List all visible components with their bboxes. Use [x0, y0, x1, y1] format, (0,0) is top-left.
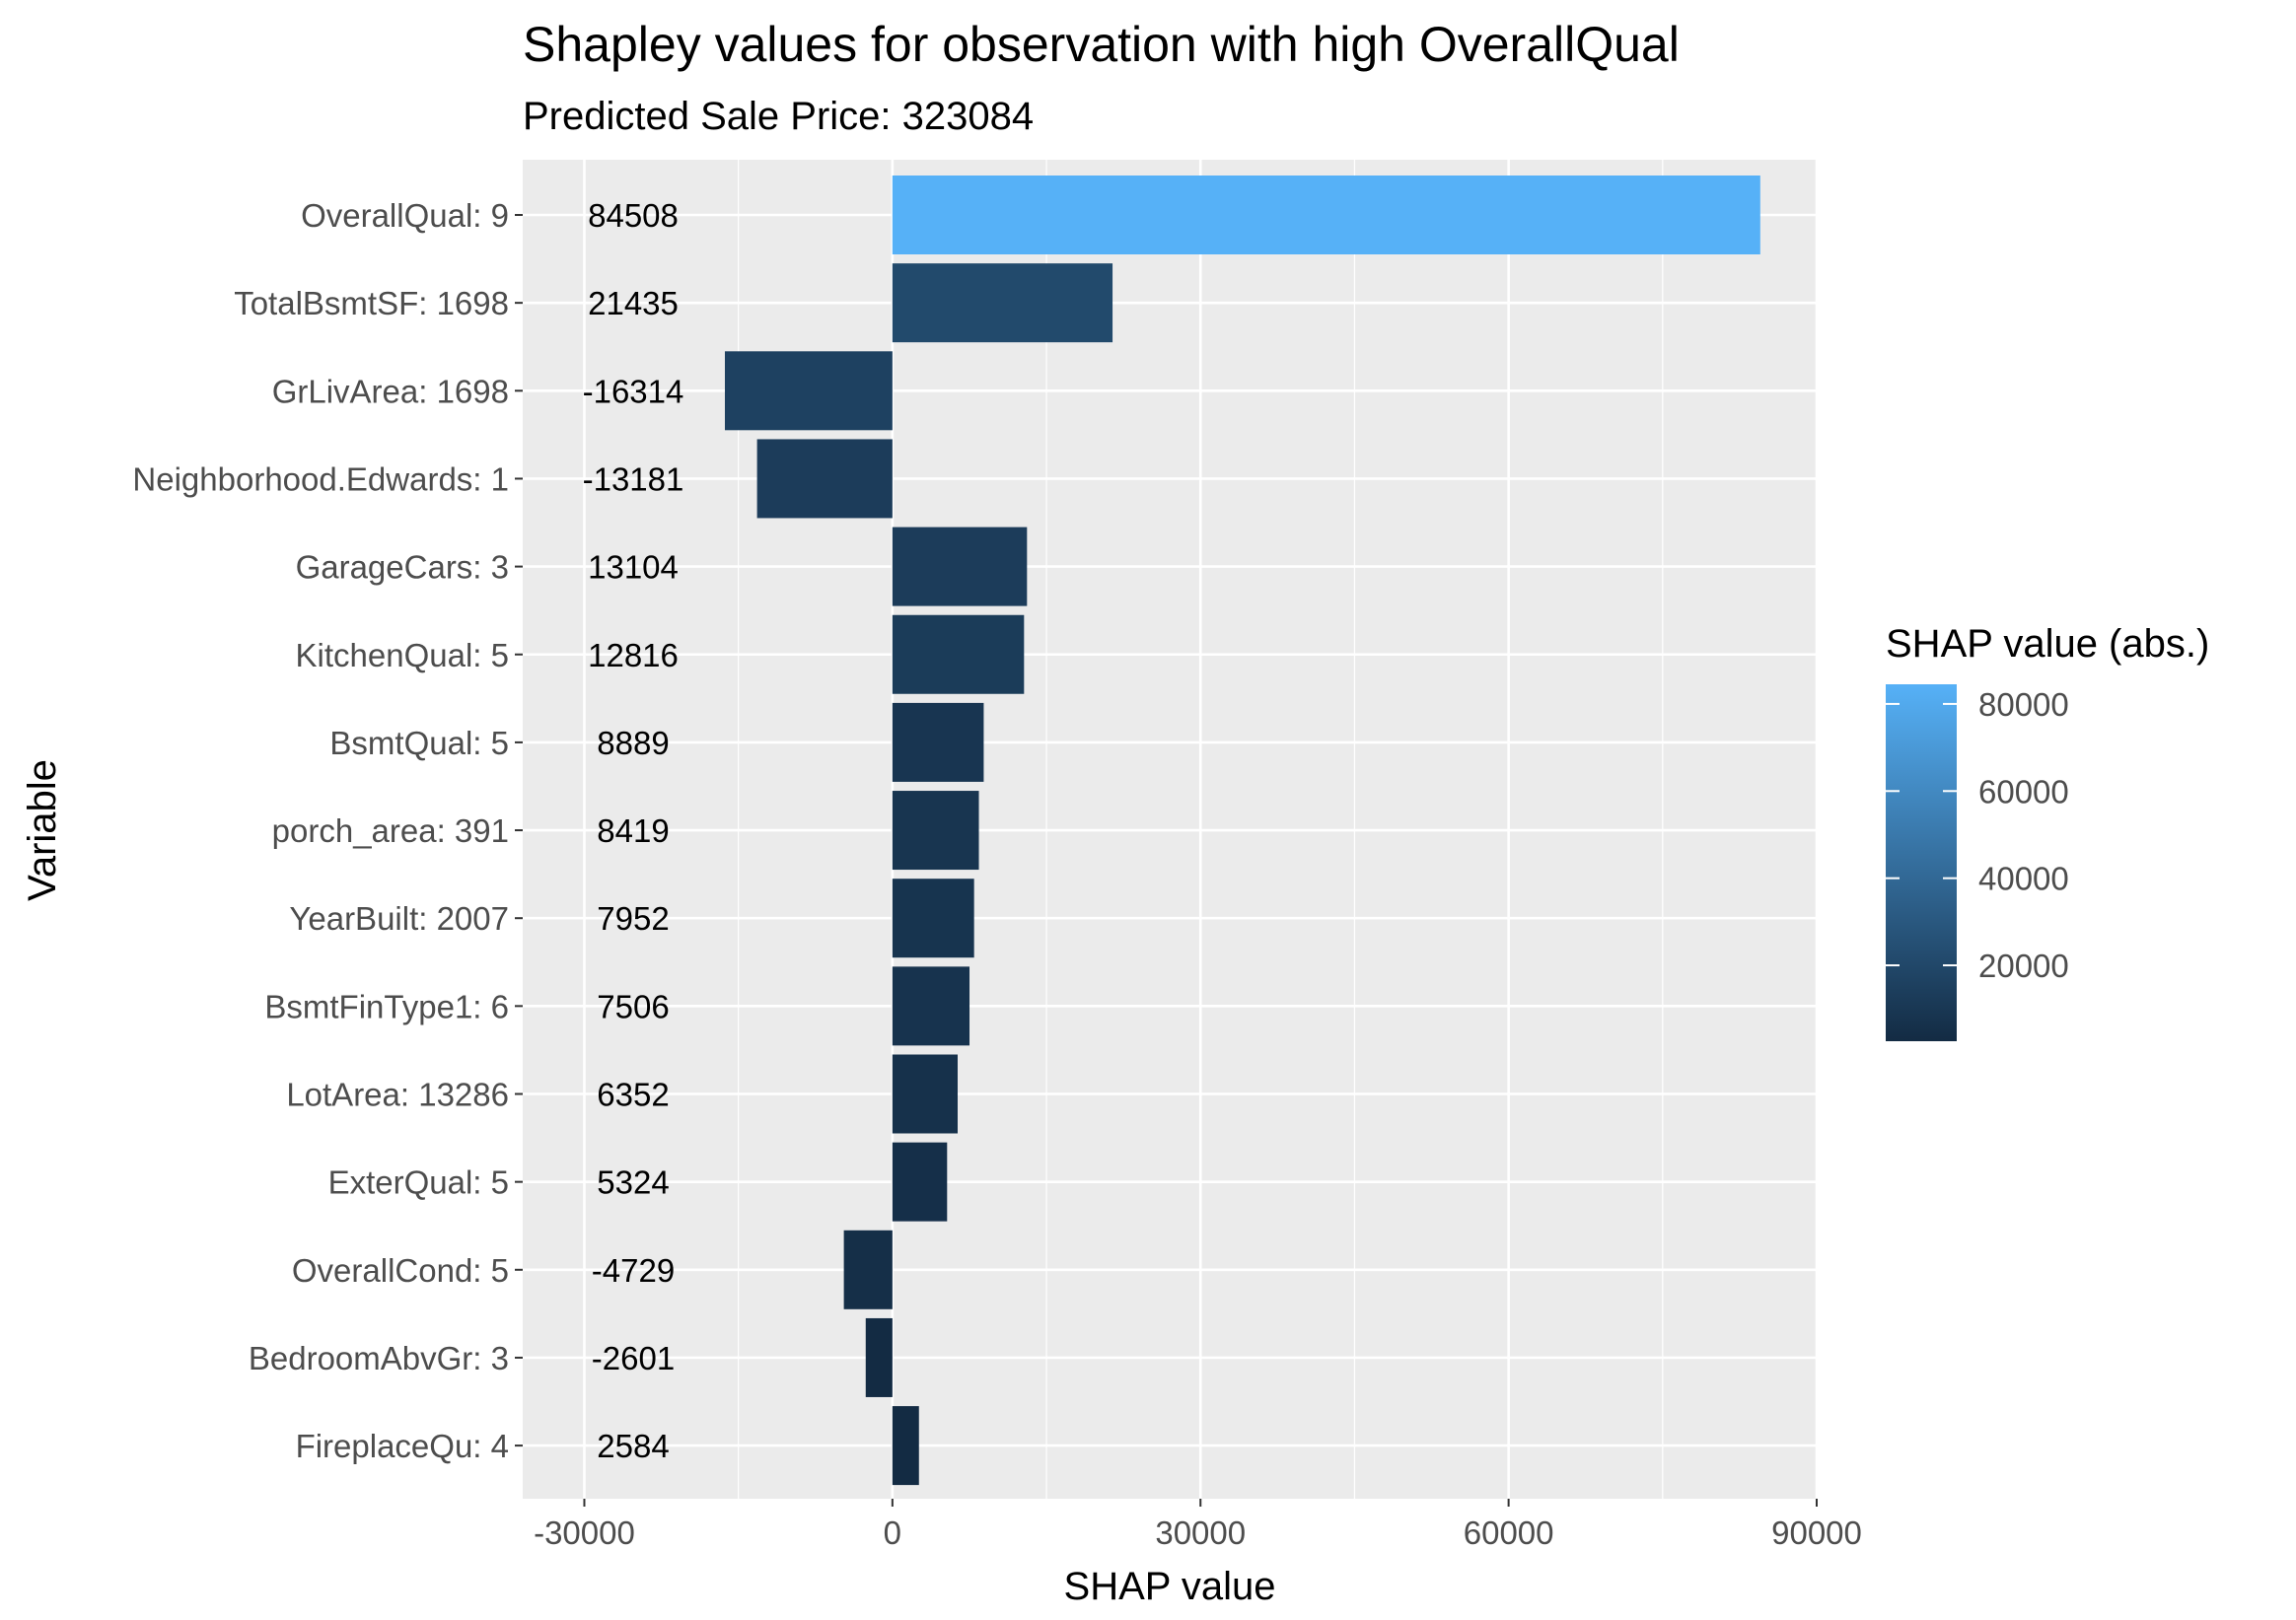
- y-axis-title: Variable: [21, 759, 64, 901]
- chart-title: Shapley values for observation with high…: [523, 17, 1680, 72]
- y-tick-label: LotArea: 13286: [286, 1077, 509, 1113]
- bar: [892, 176, 1760, 254]
- y-axis-ticks: OverallQual: 9 TotalBsmtSF: 1698 GrLivArea…: [132, 197, 523, 1464]
- x-tick-label: -30000: [534, 1514, 635, 1551]
- y-tick-label: KitchenQual: 5: [296, 637, 509, 673]
- x-axis-ticks: -30000 0 30000 60000 90000: [534, 1499, 1862, 1551]
- value-label: 12816: [588, 637, 679, 673]
- bar: [865, 1317, 893, 1397]
- y-tick-label: porch_area: 391: [272, 812, 509, 849]
- y-tick-label: OverallCond: 5: [292, 1252, 509, 1289]
- y-tick-label: BsmtFinType1: 6: [264, 988, 509, 1024]
- value-label: 6352: [597, 1077, 669, 1113]
- value-label: 8889: [597, 725, 669, 761]
- bar: [756, 439, 893, 519]
- bar: [892, 1406, 919, 1486]
- bar: [892, 614, 1025, 694]
- value-label: -16314: [583, 373, 684, 409]
- legend-tick-label: 80000: [1978, 686, 2069, 723]
- value-label: 84508: [588, 197, 679, 234]
- bar: [892, 527, 1028, 606]
- y-tick-label: YearBuilt: 2007: [289, 900, 509, 937]
- value-label: 5324: [597, 1164, 669, 1201]
- x-axis-title: SHAP value: [1064, 1565, 1276, 1608]
- bar: [892, 702, 984, 782]
- value-label: 21435: [588, 285, 679, 321]
- y-tick-label: Neighborhood.Edwards: 1: [132, 460, 509, 497]
- legend-tick-label: 20000: [1978, 948, 2069, 984]
- bar: [892, 1054, 958, 1134]
- legend-tick-label: 40000: [1978, 861, 2069, 897]
- value-label: 7506: [597, 988, 669, 1024]
- bars: [724, 176, 1760, 1486]
- value-label: -13181: [583, 460, 684, 497]
- value-label: -2601: [592, 1340, 675, 1376]
- y-tick-label: TotalBsmtSF: 1698: [234, 285, 509, 321]
- x-tick-label: 30000: [1155, 1514, 1246, 1551]
- bar: [892, 966, 970, 1046]
- bar: [843, 1230, 893, 1309]
- bar: [724, 351, 893, 431]
- value-label: 7952: [597, 900, 669, 937]
- legend-tick-label: 60000: [1978, 773, 2069, 810]
- bar: [892, 263, 1113, 343]
- value-label: 2584: [597, 1428, 669, 1464]
- x-tick-label: 60000: [1464, 1514, 1554, 1551]
- legend-colorbar: [1886, 684, 1957, 1041]
- y-tick-label: GarageCars: 3: [296, 549, 509, 586]
- legend-title: SHAP value (abs.): [1886, 622, 2209, 666]
- value-labels: 84508 21435 -16314 -13181 13104 12816 8889 8419…: [583, 197, 684, 1464]
- bar: [892, 1142, 948, 1222]
- legend: SHAP value (abs.) 20000 40000 60000 80000: [1886, 622, 2209, 1041]
- value-label: 13104: [588, 549, 679, 586]
- y-tick-label: BsmtQual: 5: [329, 725, 509, 761]
- y-tick-label: ExterQual: 5: [328, 1164, 509, 1201]
- x-tick-label: 90000: [1771, 1514, 1862, 1551]
- y-tick-label: OverallQual: 9: [301, 197, 509, 234]
- y-tick-label: GrLivArea: 1698: [272, 373, 509, 409]
- chart-subtitle: Predicted Sale Price: 323084: [523, 95, 1034, 138]
- bar: [892, 791, 979, 871]
- legend-ticks: 20000 40000 60000 80000: [1886, 686, 2069, 984]
- value-label: -4729: [592, 1252, 675, 1289]
- value-label: 8419: [597, 812, 669, 849]
- y-tick-label: BedroomAbvGr: 3: [249, 1340, 509, 1376]
- bar: [892, 879, 974, 958]
- y-tick-label: FireplaceQu: 4: [296, 1428, 509, 1464]
- x-tick-label: 0: [884, 1514, 901, 1551]
